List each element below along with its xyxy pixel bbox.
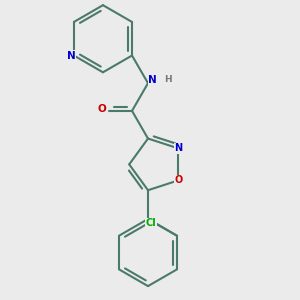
Text: H: H — [164, 75, 172, 84]
Text: O: O — [98, 104, 106, 114]
Text: N: N — [174, 143, 182, 153]
Text: N: N — [67, 50, 76, 61]
Text: O: O — [174, 175, 182, 185]
Text: Cl: Cl — [145, 218, 156, 228]
Text: N: N — [148, 75, 157, 85]
